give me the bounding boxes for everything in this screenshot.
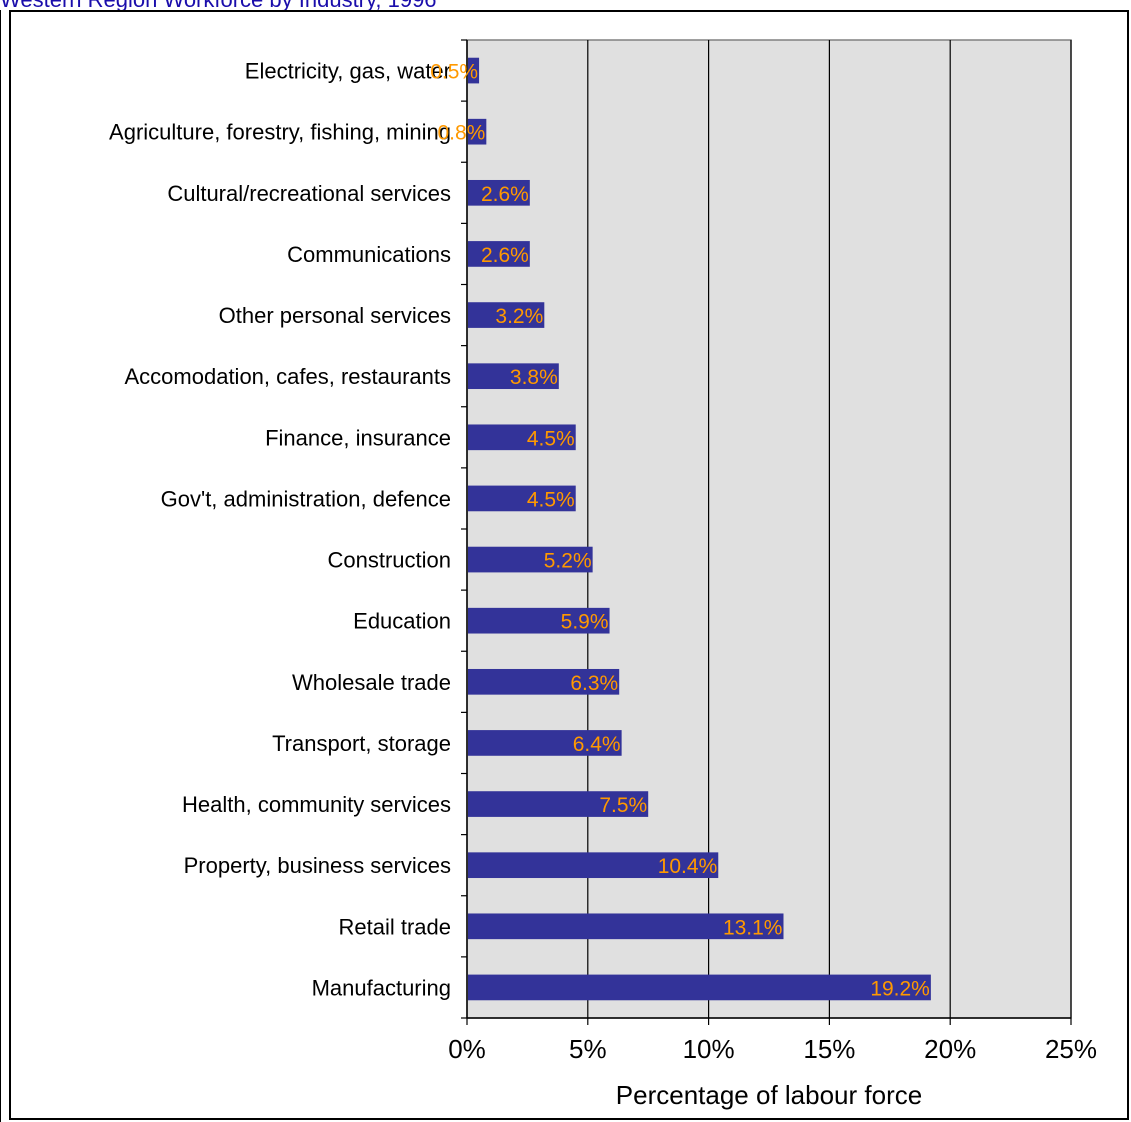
category-label: Construction	[327, 548, 451, 573]
data-label: 3.8%	[510, 366, 558, 389]
bar[interactable]	[468, 730, 622, 756]
x-tick-label: 0%	[448, 1034, 486, 1064]
page-title: Western Region Workforce by Industry, 19…	[0, 0, 437, 11]
bar[interactable]	[468, 179, 530, 206]
category-label: Wholesale trade	[292, 670, 451, 695]
bar[interactable]	[468, 607, 610, 634]
data-label: 19.2%	[870, 977, 930, 1000]
category-label: Finance, insurance	[265, 425, 451, 450]
data-label: 6.3%	[570, 672, 618, 695]
bar[interactable]	[468, 424, 576, 451]
x-tick-label: 15%	[803, 1034, 855, 1064]
bar[interactable]	[468, 913, 784, 940]
data-label: 0.5%	[430, 61, 478, 84]
category-label: Cultural/recreational services	[167, 181, 451, 206]
bar[interactable]	[468, 791, 649, 817]
data-label: 7.5%	[599, 794, 647, 817]
bar[interactable]	[468, 241, 530, 267]
data-label: 10.4%	[658, 855, 718, 878]
x-tick-label: 10%	[683, 1034, 735, 1064]
bar[interactable]	[468, 363, 559, 390]
data-label: 6.4%	[573, 733, 621, 756]
bar[interactable]	[468, 668, 620, 695]
data-label: 5.2%	[544, 550, 592, 573]
bar[interactable]	[468, 118, 487, 145]
bar[interactable]	[468, 546, 593, 573]
x-axis-title: Percentage of labour force	[616, 1080, 922, 1110]
bar[interactable]	[468, 485, 576, 512]
bar[interactable]	[468, 974, 931, 1001]
x-tick-label: 20%	[924, 1034, 976, 1064]
page-left-edge	[0, 10, 1, 1122]
data-label: 13.1%	[723, 916, 783, 939]
data-label: 2.6%	[481, 183, 529, 206]
bar[interactable]	[468, 852, 719, 879]
data-label: 4.5%	[527, 427, 575, 450]
data-label: 0.8%	[437, 122, 485, 145]
category-label: Gov't, administration, defence	[161, 486, 451, 511]
category-label: Retail trade	[338, 914, 451, 939]
category-label: Property, business services	[184, 853, 451, 878]
data-label: 3.2%	[495, 305, 543, 328]
category-label: Communications	[287, 242, 451, 267]
category-label: Electricity, gas, water	[245, 59, 451, 84]
bar[interactable]	[468, 302, 545, 328]
data-label: 4.5%	[527, 488, 575, 511]
category-label: Education	[353, 609, 451, 634]
category-label: Health, community services	[182, 792, 451, 817]
x-tick-label: 5%	[569, 1034, 607, 1064]
chart-frame: Electricity, gas, water 0.5% Agriculture, …	[9, 10, 1129, 1120]
category-label: Manufacturing	[312, 975, 451, 1000]
x-tick-label: 25%	[1045, 1034, 1097, 1064]
category-label: Other personal services	[219, 303, 451, 328]
category-label: Agriculture, forestry, fishing, mining	[109, 120, 451, 145]
category-label: Accomodation, cafes, restaurants	[125, 364, 452, 389]
category-label: Transport, storage	[272, 731, 451, 756]
bar[interactable]	[468, 57, 480, 84]
data-label: 5.9%	[561, 611, 609, 634]
data-label: 2.6%	[481, 244, 529, 267]
